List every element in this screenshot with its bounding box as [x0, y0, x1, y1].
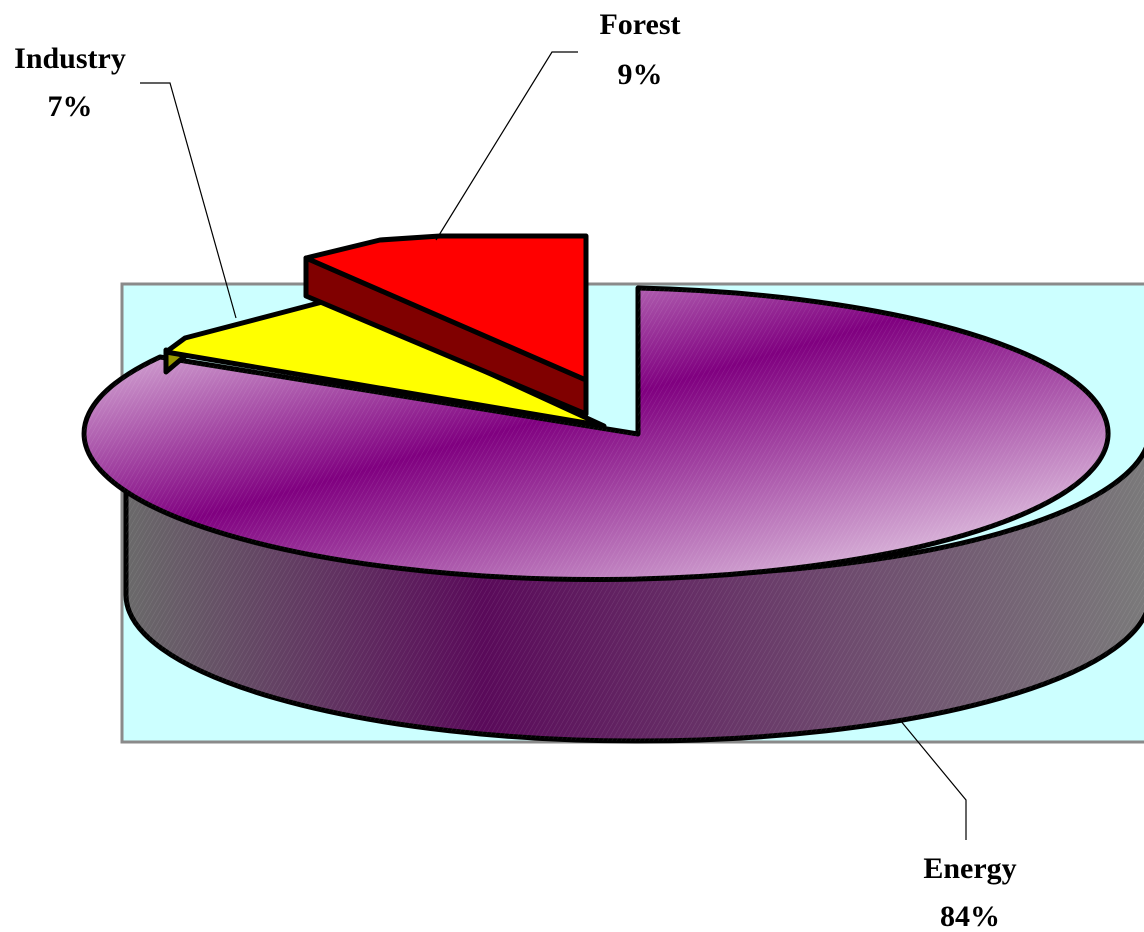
leader-line-industry: [140, 82, 237, 319]
label-energy-value: 84%: [940, 900, 1000, 932]
label-industry-name: Industry: [14, 42, 126, 75]
leader-line-forest: [435, 51, 578, 241]
leader-line-energy: [899, 719, 967, 840]
pie-slice-forest: [303, 233, 589, 383]
pie-slice-energy-side-texture: [126, 430, 1144, 741]
label-energy-name: Energy: [923, 852, 1016, 885]
pie-slice-energy-texture: [84, 288, 1109, 580]
label-forest-value: 9%: [618, 58, 663, 91]
label-forest-name: Forest: [599, 8, 680, 41]
label-industry-value: 7%: [48, 90, 93, 123]
